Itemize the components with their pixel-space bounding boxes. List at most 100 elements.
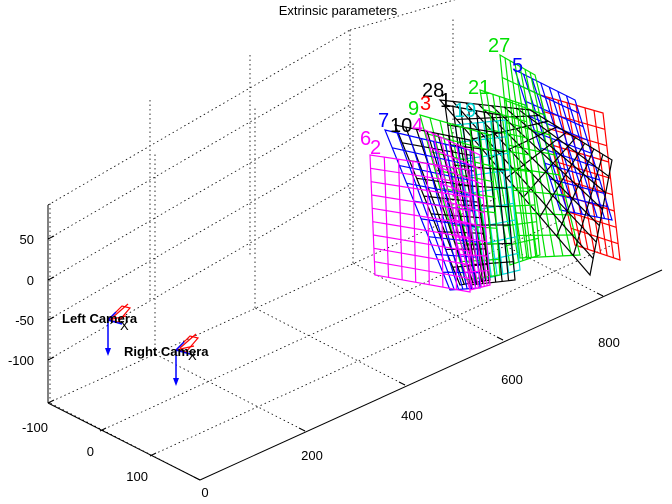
- board-label-4: 4: [412, 115, 423, 137]
- board-grid-line: [426, 163, 430, 285]
- board-2: [369, 154, 471, 293]
- y-tick-label: 0: [87, 444, 94, 459]
- x-tick-label: 200: [301, 448, 323, 463]
- board-grid-line: [516, 108, 610, 177]
- board-grid-line: [464, 269, 489, 273]
- camera-axis-x-label: X: [120, 318, 129, 333]
- grid-z-line: [47, 144, 351, 321]
- board-label-6: 6: [360, 128, 371, 150]
- board-grid-line: [531, 78, 576, 214]
- z-tick-mark: [47, 316, 55, 321]
- board-label-5: 5: [512, 55, 523, 77]
- tick-group: 50 0 -50 -100 -100 0 100 0 200 400 600 800: [8, 232, 620, 500]
- board-grid-line: [392, 147, 472, 166]
- board-label-28: 28: [422, 80, 444, 102]
- board-grid-line: [479, 132, 496, 276]
- board-grid-line: [447, 124, 502, 134]
- board-grid-line: [429, 151, 493, 167]
- y-tick-mark: [47, 399, 55, 404]
- board-label-7: 7: [378, 110, 389, 132]
- grid-top-edge: [349, 0, 456, 31]
- board-grid-line: [511, 100, 533, 258]
- board-grid-line: [508, 144, 556, 156]
- camera-name-label: Right Camera: [124, 344, 209, 359]
- board-grid-line: [529, 116, 588, 141]
- board-label-1: 1: [440, 90, 451, 112]
- board-label-27: 27: [488, 35, 510, 57]
- board-grid-line: [517, 102, 537, 257]
- board-grid-line: [457, 136, 507, 143]
- grid-floor-x-line: [47, 192, 509, 404]
- z-tick-mark: [47, 235, 55, 240]
- board-grid-line: [547, 127, 607, 147]
- calibration-boards: [369, 53, 621, 293]
- board-grid-line: [522, 137, 577, 198]
- board-grid-line: [421, 218, 476, 228]
- board-grid-line: [489, 147, 531, 156]
- board-grid-line: [371, 181, 471, 198]
- x-tick-label: 600: [501, 372, 523, 387]
- camera-axis-y: [107, 311, 117, 321]
- board-grid-line: [570, 227, 619, 245]
- x-tick-mark: [193, 476, 201, 481]
- board-grid-line: [453, 164, 506, 171]
- board-grid-line: [440, 165, 444, 288]
- board-grid-line: [471, 151, 488, 286]
- x-tick-mark: [496, 336, 504, 341]
- board-grid-line: [434, 169, 494, 183]
- board-grid-line: [372, 221, 471, 239]
- board-label-10: 10: [390, 115, 412, 137]
- grid-floor-y-line: [154, 353, 306, 432]
- board-grid-line: [491, 105, 603, 210]
- z-tick-label: 0: [27, 273, 34, 288]
- board-grid-line: [511, 167, 561, 176]
- board-grid-line: [372, 207, 471, 225]
- board-grid-line: [529, 72, 573, 256]
- board-grid-line: [519, 66, 555, 257]
- y-axis-line: [47, 402, 201, 481]
- board-grid-line: [467, 261, 514, 266]
- camera-axis-arrow: [173, 378, 179, 386]
- board-grid-line: [447, 140, 480, 288]
- board-grid-line: [483, 108, 527, 123]
- board-grid-line: [412, 161, 417, 283]
- board-grid-line: [575, 105, 602, 254]
- z-tick-label: -50: [15, 313, 34, 328]
- y-tick-label: 100: [126, 469, 148, 484]
- board-grid-line: [460, 152, 509, 161]
- z-tick-mark: [47, 276, 55, 281]
- board-grid-line: [544, 162, 600, 181]
- board-grid-line: [548, 86, 591, 216]
- board-grid-line: [408, 135, 460, 290]
- board-grid-line: [485, 92, 515, 264]
- board-grid-line: [463, 147, 485, 287]
- z-tick-label: -100: [8, 353, 34, 368]
- x-tick-label: 400: [401, 408, 423, 423]
- grid-z-line: [47, 63, 351, 240]
- grid-floor-y-line: [49, 402, 201, 481]
- camera-axis-arrow: [105, 348, 111, 356]
- board-outline: [499, 53, 581, 259]
- camera-axis-y: [175, 341, 185, 351]
- camera-frustum-edge: [107, 315, 127, 321]
- board-grid-line: [370, 167, 471, 185]
- board-grid-line: [524, 69, 564, 256]
- board-grid-line: [455, 167, 458, 290]
- board-grid-line: [454, 236, 487, 243]
- board-label-19: 19: [454, 100, 476, 122]
- board-grid-line: [491, 113, 510, 281]
- board-grid-line: [463, 169, 511, 178]
- board-grid-line: [469, 129, 491, 277]
- board-label-9: 9: [408, 98, 419, 120]
- board-grid-line: [572, 154, 604, 256]
- z-tick-label: 50: [20, 232, 34, 247]
- board-grid-line: [539, 143, 586, 217]
- board-grid-line: [513, 189, 566, 196]
- board-grid-line: [555, 161, 611, 179]
- board-grid-line: [556, 148, 595, 237]
